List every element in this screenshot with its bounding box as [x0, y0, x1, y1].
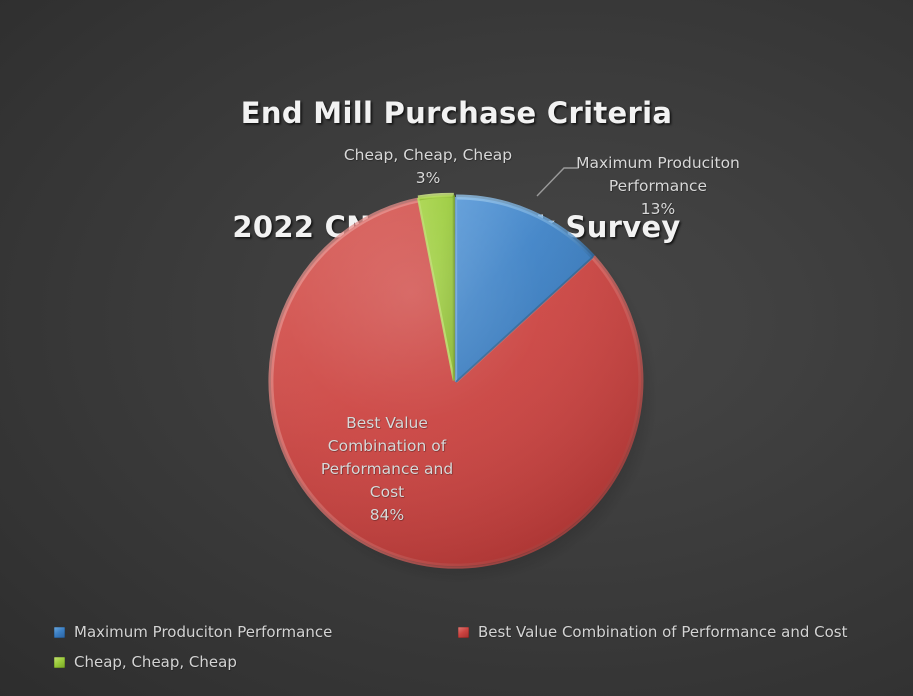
legend-label: Maximum Produciton Performance [74, 623, 333, 641]
data-label-max-performance: Maximum Produciton Performance 13% [576, 154, 740, 218]
data-label-cheap: Cheap, Cheap, Cheap 3% [343, 146, 513, 187]
legend-item-best-value[interactable]: Best Value Combination of Performance an… [458, 620, 847, 644]
title-line-1: End Mill Purchase Criteria [240, 96, 673, 130]
data-label-best-value: Best Value Combination of Performance an… [320, 414, 454, 524]
legend-row-2: Cheap, Cheap, Cheap [54, 650, 874, 680]
legend-label: Best Value Combination of Performance an… [478, 623, 848, 641]
legend-swatch-icon-blue [54, 626, 65, 638]
legend-swatch-icon-red [458, 626, 469, 638]
leader-line-max-performance [536, 167, 579, 197]
legend-row-1: Maximum Produciton Performance Best Valu… [54, 620, 874, 650]
legend-item-cheap[interactable]: Cheap, Cheap, Cheap [54, 650, 237, 674]
legend-item-max-performance[interactable]: Maximum Produciton Performance [54, 620, 332, 644]
legend-label: Cheap, Cheap, Cheap [74, 653, 237, 671]
chart-legend: Maximum Produciton Performance Best Valu… [54, 620, 874, 680]
legend-swatch-icon-green [54, 656, 65, 668]
